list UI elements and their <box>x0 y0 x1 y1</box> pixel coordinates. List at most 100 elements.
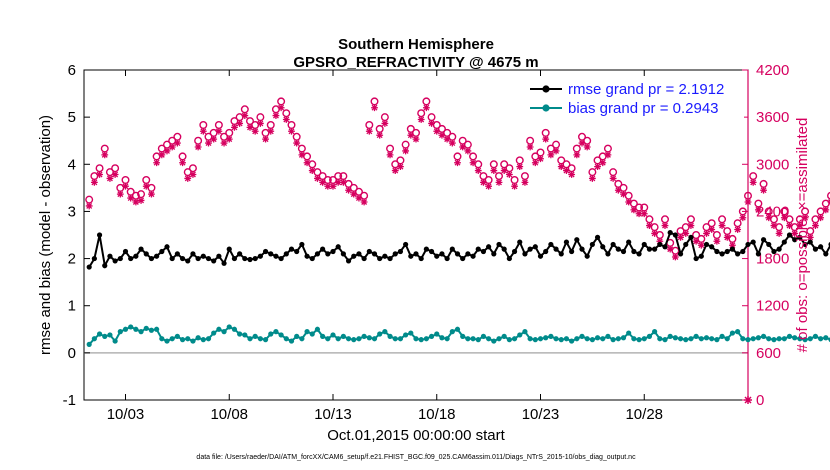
bias-point <box>335 336 341 342</box>
rmse-point <box>574 237 580 243</box>
bias-point <box>470 336 476 342</box>
rmse-point <box>413 251 419 257</box>
rmse-point <box>543 248 549 255</box>
obs-assimilated-point <box>360 198 368 206</box>
obs-assimilated-point <box>822 206 830 214</box>
obs-assimilated-point <box>661 222 669 229</box>
bias-point <box>517 332 523 338</box>
legend-box <box>520 78 744 120</box>
y-tick-label: 3 <box>68 203 76 220</box>
rmse-point <box>366 248 372 255</box>
bias-point <box>475 337 481 343</box>
obs-assimilated-point <box>277 104 285 112</box>
rmse-point <box>465 251 471 257</box>
obs-assimilated-point <box>729 241 736 249</box>
rmse-point <box>294 248 300 255</box>
rmse-point <box>537 253 544 259</box>
obs-assimilated-point <box>625 198 633 206</box>
bias-point <box>345 336 352 342</box>
rmse-point <box>268 251 274 257</box>
bias-point <box>812 333 819 339</box>
obs-assimilated-point <box>775 230 783 237</box>
rmse-point <box>102 263 108 269</box>
rmse-point <box>641 241 647 248</box>
rmse-point <box>434 253 440 259</box>
obs-assimilated-point <box>739 214 747 222</box>
bias-point <box>314 326 321 332</box>
rmse-point <box>693 255 699 262</box>
obs-assimilated-point <box>806 233 814 241</box>
obs-assimilated-point <box>713 237 721 245</box>
rmse-point <box>387 255 393 262</box>
obs-assimilated-point <box>594 163 601 171</box>
y-tick-label: 6 <box>68 62 76 79</box>
rmse-point <box>237 251 243 257</box>
footnote: data file: /Users/raeder/DAI/ATM_forcXX/… <box>196 454 636 461</box>
bias-point <box>755 335 761 341</box>
obs-assimilated-point <box>402 147 410 155</box>
axis-ticks: 10/03 10/08 10/13 10/18 10/23 10/28-101234560… <box>63 62 790 423</box>
rmse-point <box>231 255 238 262</box>
obs-assimilated-point <box>526 143 534 151</box>
bias-point <box>454 326 461 332</box>
rmse-point <box>96 232 103 238</box>
bias-point <box>107 332 113 338</box>
rmse-point <box>205 255 212 262</box>
rmse-point <box>771 248 777 255</box>
obs-assimilated-point <box>516 163 524 171</box>
rmse-point <box>340 251 346 257</box>
bias-point <box>299 336 305 342</box>
obs-assimilated-point <box>267 127 275 135</box>
rmse-point <box>755 251 761 257</box>
rmse-point <box>600 244 606 250</box>
bias-point <box>740 336 746 342</box>
obs-assimilated-point <box>614 186 622 194</box>
obs-assimilated-point <box>122 182 129 190</box>
rmse-point <box>117 255 123 262</box>
y-tick-label: 4 <box>68 156 76 173</box>
obs-assimilated-point <box>127 194 135 202</box>
rmse-point <box>569 248 575 255</box>
rmse-point <box>652 246 658 252</box>
obs-assimilated-point <box>189 171 197 178</box>
bias-point <box>242 332 248 338</box>
bias-point <box>615 336 621 342</box>
rmse-point <box>216 253 222 259</box>
bias-point <box>273 329 279 335</box>
obs-assimilated-point <box>490 167 498 174</box>
rmse-point <box>273 253 279 259</box>
rmse-point <box>522 251 528 257</box>
bias-point <box>205 336 212 342</box>
rmse-point <box>335 244 341 250</box>
obs-assimilated-point <box>682 230 690 237</box>
bias-point <box>802 337 808 343</box>
rmse-point <box>304 253 310 259</box>
obs-assimilated-point <box>137 197 145 204</box>
rmse-point <box>714 248 720 255</box>
obs-assimilated-point <box>651 230 659 237</box>
bias-point <box>361 333 367 339</box>
obs-assimilated-point <box>505 171 513 178</box>
obs-assimilated-point <box>282 116 290 123</box>
obs-assimilated-point <box>376 131 384 139</box>
bias-point <box>304 329 310 335</box>
bias-point <box>823 335 829 341</box>
obs-assimilated-point <box>765 214 773 222</box>
bias-point <box>667 333 673 339</box>
obs-assimilated-point <box>293 139 301 147</box>
bias-point <box>408 330 414 336</box>
bias-point <box>537 336 544 342</box>
bias-point <box>584 336 590 342</box>
rmse-point <box>262 248 269 255</box>
bias-point <box>511 336 518 342</box>
obs-assimilated-point <box>687 222 695 229</box>
x-tick-label: 10/23 <box>522 406 560 423</box>
bias-point <box>465 336 471 342</box>
obs-assimilated-point <box>231 123 238 131</box>
rmse-point <box>397 248 404 255</box>
bias-point <box>506 337 512 343</box>
obs-assimilated-point <box>459 143 467 151</box>
rmse-point <box>797 234 803 240</box>
bias-point <box>252 333 258 339</box>
obs-assimilated-point <box>557 163 565 171</box>
